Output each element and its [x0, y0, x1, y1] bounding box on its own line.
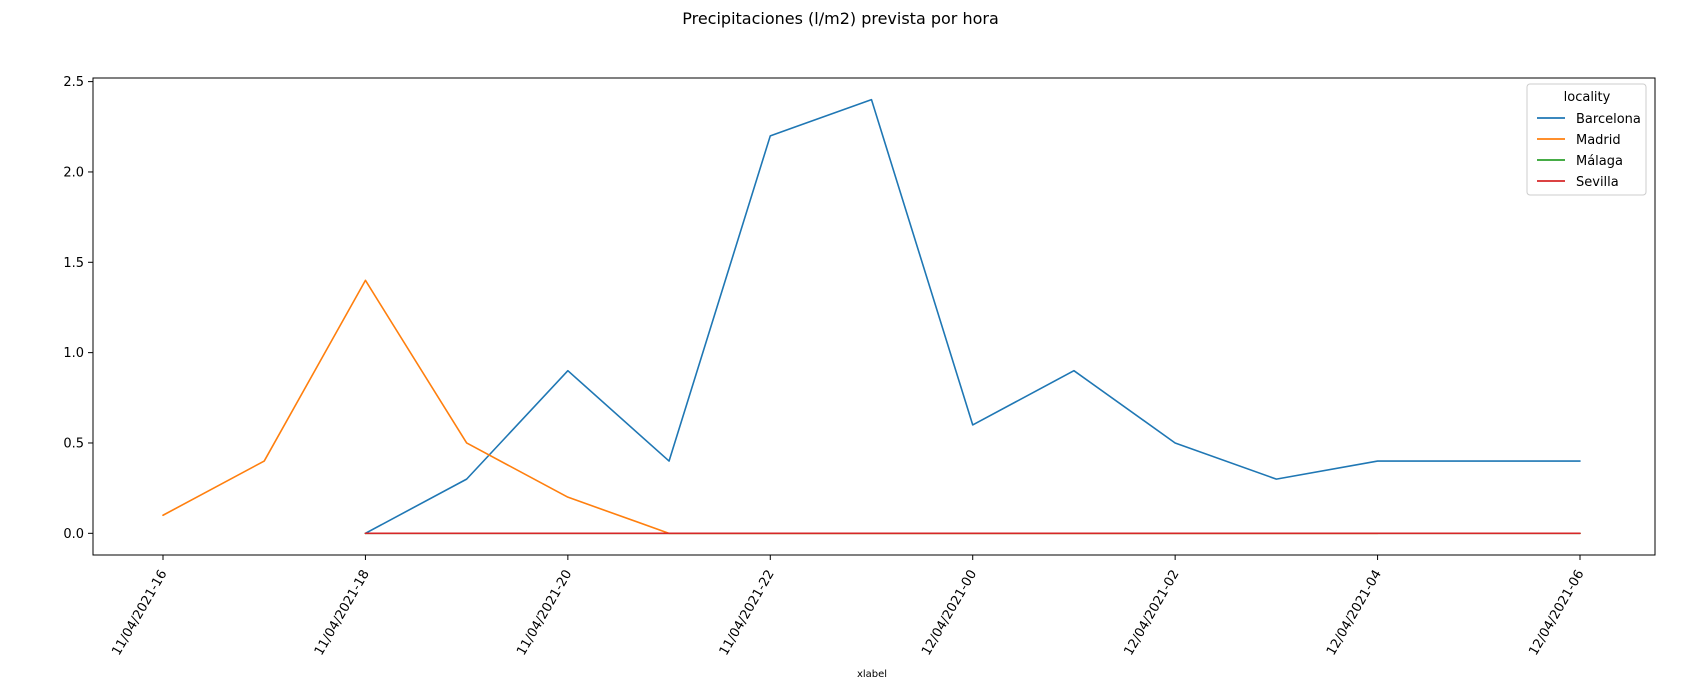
x-tick-label: 11/04/2021-16 [109, 568, 170, 659]
legend-title: locality [1564, 90, 1611, 105]
y-tick-label: 1.5 [63, 256, 84, 271]
axes-frame [92, 77, 1656, 556]
x-tick-label: 12/04/2021-02 [1122, 568, 1183, 659]
legend-label-sevilla: Sevilla [1576, 175, 1619, 190]
x-tick-label: 11/04/2021-22 [717, 568, 778, 659]
chart-title: Precipitaciones (l/m2) prevista por hora [682, 9, 999, 28]
x-axis-label: xlabel [857, 669, 887, 680]
legend-items: Barcelona Madrid Málaga Sevilla [1537, 112, 1641, 190]
legend-box [1526, 83, 1647, 196]
y-axis: 0.0 0.5 1.0 1.5 2.0 2.5 [63, 75, 93, 542]
legend: locality Barcelona Madrid Málaga Sevilla [1526, 83, 1647, 196]
x-axis: 11/04/2021-16 11/04/2021-18 11/04/2021-20 1… [109, 555, 1587, 658]
y-tick-label: 2.5 [63, 75, 84, 90]
legend-label-málaga: Málaga [1576, 154, 1623, 169]
x-tick-label: 11/04/2021-20 [514, 568, 575, 659]
legend-label-barcelona: Barcelona [1576, 112, 1641, 127]
series-line-barcelona [364, 98, 1581, 535]
legend-label-madrid: Madrid [1576, 133, 1621, 148]
y-tick-label: 0.0 [63, 527, 84, 542]
y-tick-label: 0.5 [63, 436, 84, 451]
x-tick-label: 12/04/2021-04 [1324, 568, 1385, 659]
y-tick-label: 1.0 [63, 346, 84, 361]
x-tick-label: 11/04/2021-18 [312, 568, 373, 659]
x-tick-label: 12/04/2021-00 [919, 568, 980, 659]
y-tick-label: 2.0 [63, 165, 84, 180]
series-line-madrid [162, 279, 1379, 535]
x-tick-label: 12/04/2021-06 [1526, 568, 1587, 659]
plot-area [162, 98, 1581, 535]
